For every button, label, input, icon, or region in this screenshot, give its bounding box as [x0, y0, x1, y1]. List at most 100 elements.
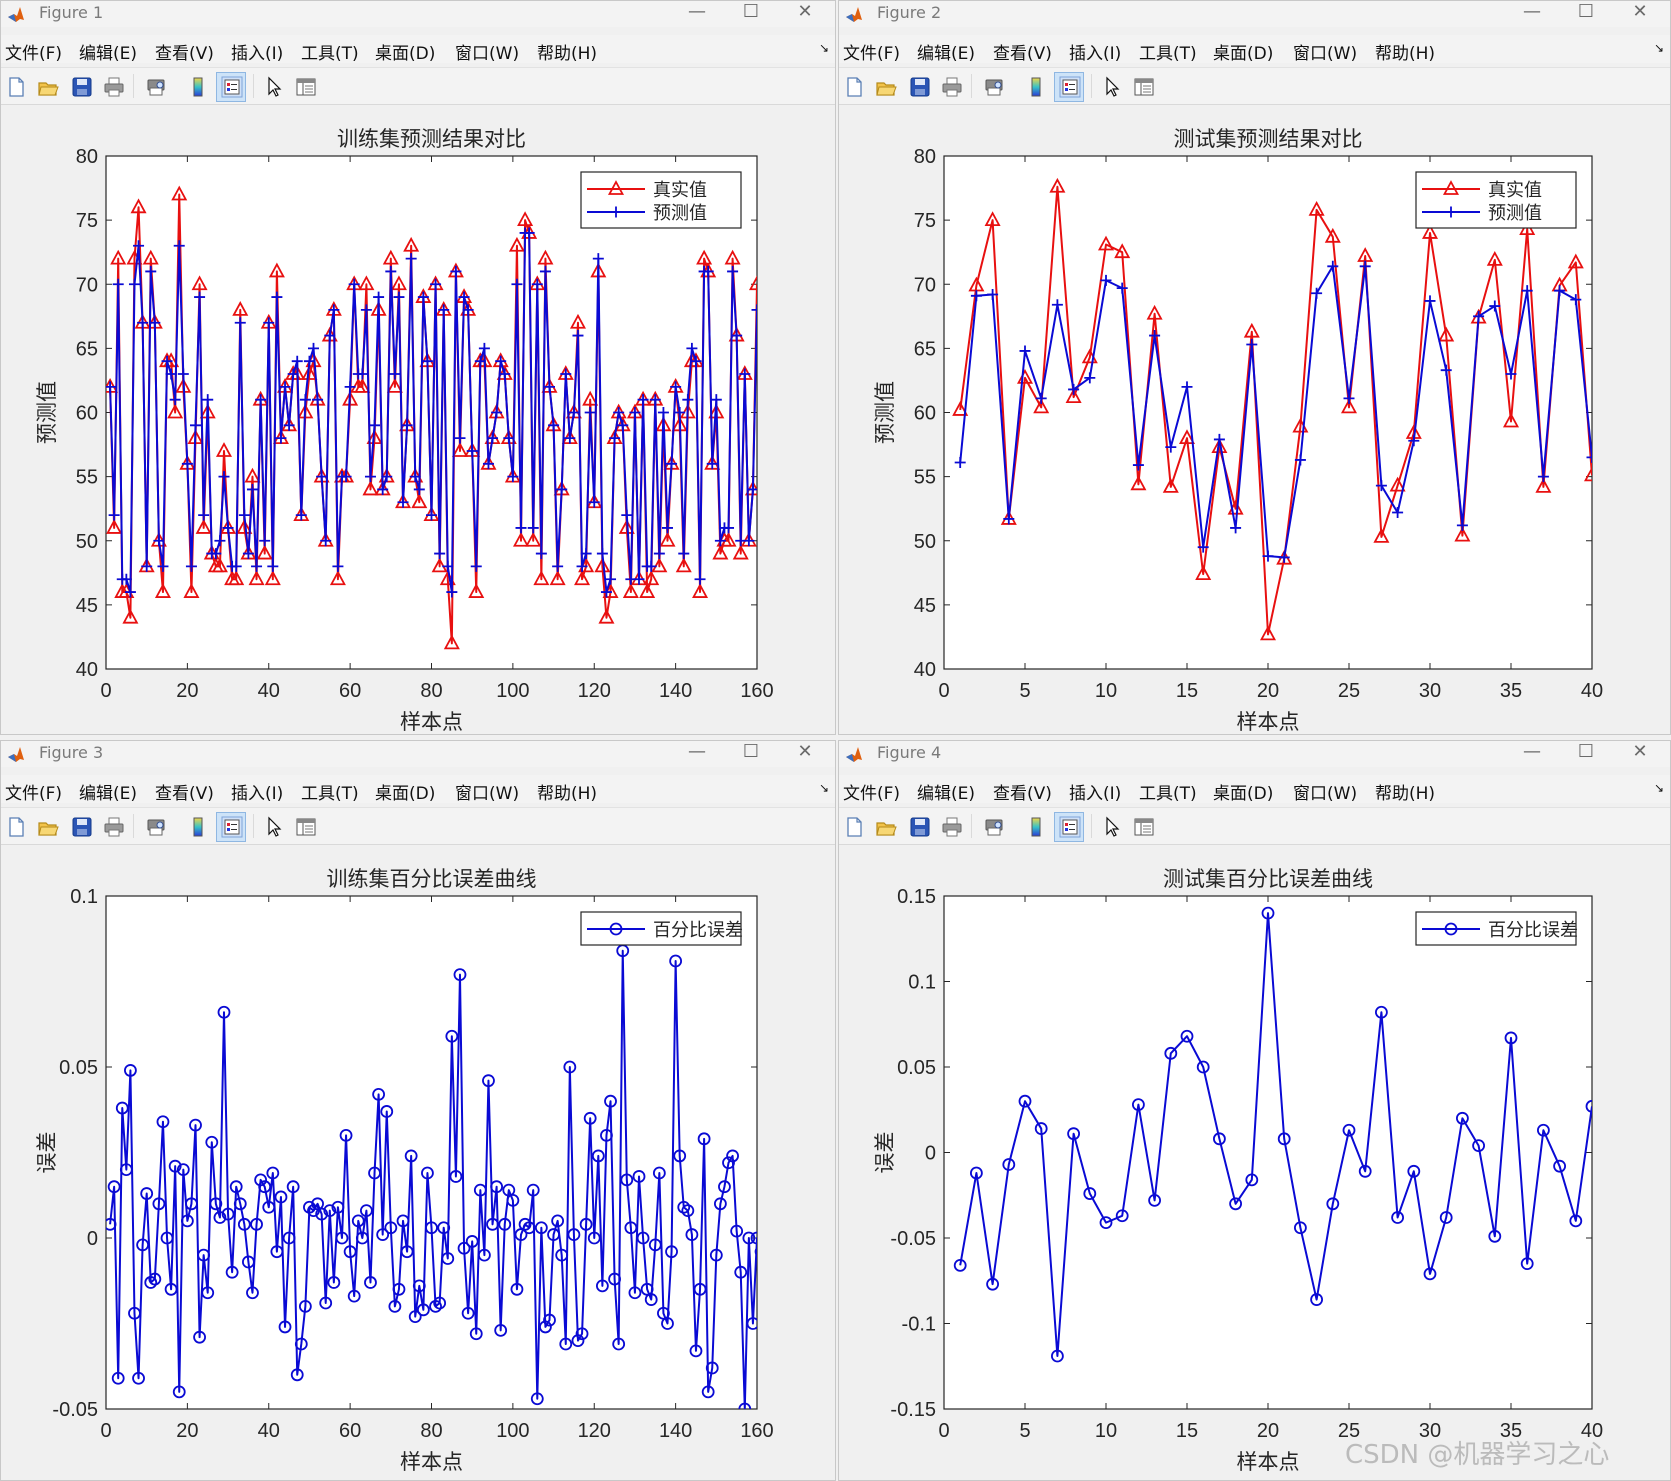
- legend-icon[interactable]: [1059, 816, 1081, 838]
- figure-window-3[interactable]: Figure 3 — ☐ ✕ 文件(F) 编辑(E) 查看(V) 插入(I) 工具(T) 桌面(D…: [0, 740, 836, 1481]
- title-bar[interactable]: Figure 1 — ☐ ✕: [1, 1, 835, 27]
- save-icon[interactable]: [909, 816, 931, 838]
- print-preview-icon[interactable]: [983, 76, 1005, 98]
- maximize-icon[interactable]: ☐: [742, 741, 760, 762]
- print-icon[interactable]: [941, 76, 963, 98]
- menu-item[interactable]: 编辑(E): [79, 44, 138, 64]
- menu-item[interactable]: 文件(F): [5, 44, 63, 64]
- menu-overflow-icon[interactable]: ↘: [818, 781, 829, 795]
- print-icon[interactable]: [103, 816, 125, 838]
- menu-overflow-icon[interactable]: ↘: [1653, 781, 1664, 795]
- menu-item[interactable]: 帮助(H): [537, 44, 598, 64]
- property-inspector-icon[interactable]: [295, 816, 317, 838]
- property-inspector-icon[interactable]: [1133, 816, 1155, 838]
- figure-window-2[interactable]: Figure 2 — ☐ ✕ 文件(F) 编辑(E) 查看(V) 插入(I) 工具(T) 桌面(D…: [838, 0, 1671, 735]
- close-icon[interactable]: ✕: [797, 741, 813, 762]
- title-bar[interactable]: Figure 4 — ☐ ✕: [839, 741, 1670, 767]
- data-point: [523, 227, 535, 239]
- colorbar-icon[interactable]: [1025, 816, 1047, 838]
- open-folder-icon[interactable]: [37, 816, 59, 838]
- close-icon[interactable]: ✕: [797, 1, 813, 22]
- save-icon[interactable]: [71, 76, 93, 98]
- minimize-icon[interactable]: —: [1523, 741, 1541, 762]
- colorbar-icon[interactable]: [187, 816, 209, 838]
- minimize-icon[interactable]: —: [1523, 1, 1541, 22]
- menu-item[interactable]: 桌面(D): [375, 784, 436, 804]
- legend[interactable]: 百分比误差: [1415, 911, 1578, 946]
- menu-item[interactable]: 查看(V): [155, 44, 214, 64]
- pointer-icon[interactable]: [1101, 76, 1123, 98]
- property-inspector-icon[interactable]: [1133, 76, 1155, 98]
- menu-item[interactable]: 编辑(E): [917, 44, 976, 64]
- open-folder-icon[interactable]: [875, 76, 897, 98]
- print-preview-icon[interactable]: [983, 816, 1005, 838]
- figure-window-4[interactable]: Figure 4 — ☐ ✕ 文件(F) 编辑(E) 查看(V) 插入(I) 工具(T) 桌面(D…: [838, 740, 1671, 1481]
- property-inspector-icon[interactable]: [295, 76, 317, 98]
- menu-item[interactable]: 窗口(W): [455, 784, 520, 804]
- save-icon[interactable]: [909, 76, 931, 98]
- new-file-icon[interactable]: [5, 76, 27, 98]
- close-icon[interactable]: ✕: [1632, 741, 1648, 762]
- figure-window-1[interactable]: Figure 1 — ☐ ✕ 文件(F) 编辑(E) 查看(V) 插入(I) 工具(T) 桌面(D…: [0, 0, 836, 735]
- data-point: [173, 240, 185, 252]
- colorbar-icon[interactable]: [187, 76, 209, 98]
- data-point: [670, 381, 682, 393]
- close-icon[interactable]: ✕: [1632, 1, 1648, 22]
- open-folder-icon[interactable]: [37, 76, 59, 98]
- pointer-icon[interactable]: [263, 76, 285, 98]
- menu-item[interactable]: 工具(T): [301, 784, 359, 804]
- new-file-icon[interactable]: [843, 816, 865, 838]
- colorbar-icon[interactable]: [1025, 76, 1047, 98]
- menu-overflow-icon[interactable]: ↘: [818, 41, 829, 55]
- menu-item[interactable]: 工具(T): [1139, 784, 1197, 804]
- legend[interactable]: 百分比误差: [580, 911, 743, 946]
- menu-overflow-icon[interactable]: ↘: [1653, 41, 1664, 55]
- menu-item[interactable]: 窗口(W): [1293, 784, 1358, 804]
- pointer-icon[interactable]: [1101, 816, 1123, 838]
- menu-item[interactable]: 查看(V): [993, 44, 1052, 64]
- menu-item[interactable]: 桌面(D): [375, 44, 436, 64]
- open-folder-icon[interactable]: [875, 816, 897, 838]
- title-bar[interactable]: Figure 3 — ☐ ✕: [1, 741, 835, 767]
- menu-item[interactable]: 插入(I): [231, 44, 284, 64]
- menu-item[interactable]: 插入(I): [1069, 784, 1122, 804]
- minimize-icon[interactable]: —: [688, 1, 706, 22]
- print-icon[interactable]: [103, 76, 125, 98]
- menu-item[interactable]: 桌面(D): [1213, 784, 1274, 804]
- new-file-icon[interactable]: [843, 76, 865, 98]
- legend-icon[interactable]: [221, 76, 243, 98]
- menu-item[interactable]: 帮助(H): [1375, 784, 1436, 804]
- menu-item[interactable]: 工具(T): [301, 44, 359, 64]
- menu-item[interactable]: 编辑(E): [79, 784, 138, 804]
- maximize-icon[interactable]: ☐: [742, 1, 760, 22]
- menu-item[interactable]: 插入(I): [1069, 44, 1122, 64]
- maximize-icon[interactable]: ☐: [1577, 741, 1595, 762]
- print-preview-icon[interactable]: [145, 76, 167, 98]
- menu-item[interactable]: 查看(V): [993, 784, 1052, 804]
- menu-item[interactable]: 文件(F): [843, 784, 901, 804]
- menu-item[interactable]: 文件(F): [5, 784, 63, 804]
- minimize-icon[interactable]: —: [688, 741, 706, 762]
- save-icon[interactable]: [71, 816, 93, 838]
- legend-icon[interactable]: [221, 816, 243, 838]
- menu-item[interactable]: 桌面(D): [1213, 44, 1274, 64]
- print-icon[interactable]: [941, 816, 963, 838]
- menu-item[interactable]: 窗口(W): [1293, 44, 1358, 64]
- menu-item[interactable]: 帮助(H): [1375, 44, 1436, 64]
- menu-item[interactable]: 窗口(W): [455, 44, 520, 64]
- new-file-icon[interactable]: [5, 816, 27, 838]
- menu-item[interactable]: 文件(F): [843, 44, 901, 64]
- print-preview-icon[interactable]: [145, 816, 167, 838]
- menu-item[interactable]: 查看(V): [155, 784, 214, 804]
- menu-item[interactable]: 编辑(E): [917, 784, 976, 804]
- menu-item[interactable]: 工具(T): [1139, 44, 1197, 64]
- title-bar[interactable]: Figure 2 — ☐ ✕: [839, 1, 1670, 27]
- legend-icon[interactable]: [1059, 76, 1081, 98]
- menu-item[interactable]: 插入(I): [231, 784, 284, 804]
- data-point: [202, 394, 214, 406]
- menu-item[interactable]: 帮助(H): [537, 784, 598, 804]
- maximize-icon[interactable]: ☐: [1577, 1, 1595, 22]
- pointer-icon[interactable]: [263, 816, 285, 838]
